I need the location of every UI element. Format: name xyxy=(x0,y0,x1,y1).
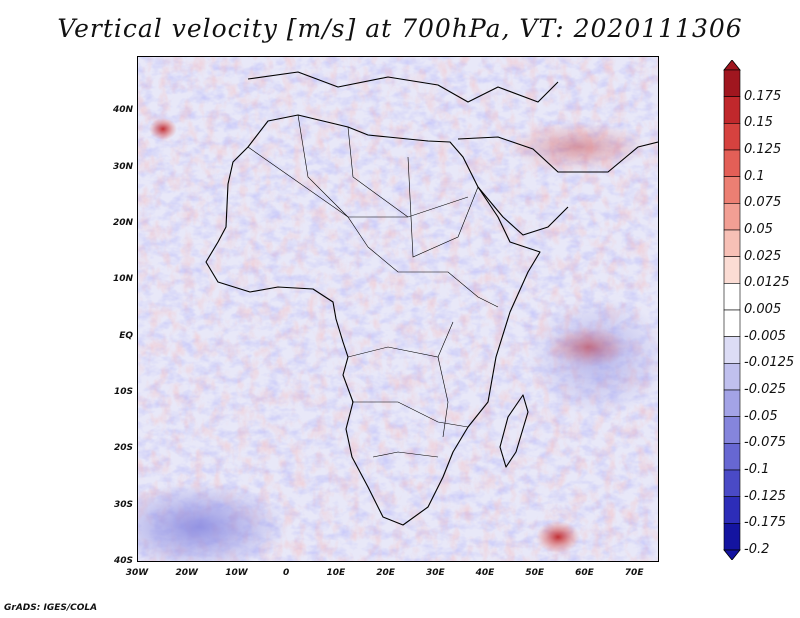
colorbar-tick-label: 0.005 xyxy=(744,302,782,317)
colorbar-tick-label: -0.175 xyxy=(744,515,786,531)
colorbar-top-arrow xyxy=(723,60,741,71)
red-cell-south-indian xyxy=(536,521,580,553)
lat-label-40s: 40S xyxy=(113,556,133,566)
lon-label-20w: 20W xyxy=(175,568,198,578)
chart-title: Vertical velocity [m/s] at 700hPa, VT: 2… xyxy=(57,14,743,43)
madagascar-coastline xyxy=(499,394,529,468)
lon-label-10w: 10W xyxy=(225,568,248,578)
colorbar-swatch xyxy=(723,416,741,444)
colorbar-tick-label: -0.075 xyxy=(744,435,786,451)
colorbar-swatch xyxy=(723,389,741,417)
colorbar-tick-label: -0.005 xyxy=(744,328,786,344)
colorbar-swatch xyxy=(723,336,741,364)
colorbar-bottom-arrow xyxy=(723,549,741,560)
colorbar-tick-label: 0.175 xyxy=(744,88,782,104)
lon-label-0: 0 xyxy=(283,568,290,578)
lat-label-10s: 10S xyxy=(113,386,133,397)
lon-label-10e: 10E xyxy=(326,568,346,578)
colorbar-swatch xyxy=(723,123,741,151)
colorbar-swatch xyxy=(723,96,741,124)
colorbar xyxy=(723,60,741,560)
colorbar-swatch xyxy=(723,203,741,231)
lat-label-20s: 20S xyxy=(113,443,133,454)
lat-label-30s: 30S xyxy=(113,499,133,510)
red-band-middle-east xyxy=(508,122,648,172)
colorbar-tick-label: 0.0125 xyxy=(744,275,790,291)
map-canvas xyxy=(138,57,658,561)
blue-swirl-southwest xyxy=(138,482,288,561)
red-cell-atlantic xyxy=(149,118,177,140)
colorbar-swatch xyxy=(723,496,741,524)
colorbar-swatch xyxy=(723,283,741,311)
colorbar-tick-label: -0.125 xyxy=(744,488,786,504)
lon-label-70e: 70E xyxy=(624,568,644,578)
colorbar-swatch xyxy=(723,363,741,391)
lat-label-20n: 20N xyxy=(112,217,133,228)
grads-credit: GrADS: IGES/COLA xyxy=(4,603,98,613)
colorbar-tick-label: -0.1 xyxy=(744,462,770,477)
europe-coastline xyxy=(247,71,559,103)
colorbar-tick-label: 0.075 xyxy=(744,195,782,211)
country-borders xyxy=(247,114,499,458)
colorbar-swatch xyxy=(723,69,741,97)
colorbar-tick-label: -0.0125 xyxy=(744,355,795,371)
colorbar-swatch xyxy=(723,523,741,551)
lat-label-10n: 10N xyxy=(112,274,133,285)
lon-label-20e: 20E xyxy=(376,568,395,578)
lon-label-50e: 50E xyxy=(525,568,545,578)
lat-label-eq: EQ xyxy=(119,330,133,341)
colorbar-swatch xyxy=(723,149,741,177)
lat-label-30n: 30N xyxy=(112,161,133,172)
colorbar-tick-label: -0.2 xyxy=(744,542,770,557)
coastlines xyxy=(205,71,658,526)
arabia-coastline xyxy=(477,186,569,236)
colorbar-tick-label: -0.025 xyxy=(744,382,786,397)
colorbar-tick-label: 0.125 xyxy=(744,142,782,157)
colorbar-tick-label: 0.025 xyxy=(744,248,782,264)
lon-label-60e: 60E xyxy=(575,568,594,578)
colorbar-swatch xyxy=(723,256,741,284)
lon-label-40e: 40E xyxy=(475,568,495,578)
africa-coastline xyxy=(205,114,541,526)
colorbar-tick-label: 0.05 xyxy=(744,222,773,237)
middle-east-coastline xyxy=(457,136,658,173)
map-panel xyxy=(137,56,659,562)
colorbar-tick-label: -0.05 xyxy=(744,408,778,424)
colorbar-swatch xyxy=(723,229,741,257)
colorbar-swatch xyxy=(723,469,741,497)
colorbar-swatch xyxy=(723,443,741,471)
colorbar-swatch xyxy=(723,176,741,204)
colorbar-tick-label: 0.15 xyxy=(744,115,773,131)
lon-label-30w: 30W xyxy=(125,568,149,578)
lon-label-30e: 30E xyxy=(425,568,445,578)
colorbar-swatch xyxy=(723,309,741,337)
colorbar-tick-label: 0.1 xyxy=(744,168,765,184)
red-band-indian-ocean xyxy=(548,327,628,367)
lat-label-40n: 40N xyxy=(112,105,133,116)
